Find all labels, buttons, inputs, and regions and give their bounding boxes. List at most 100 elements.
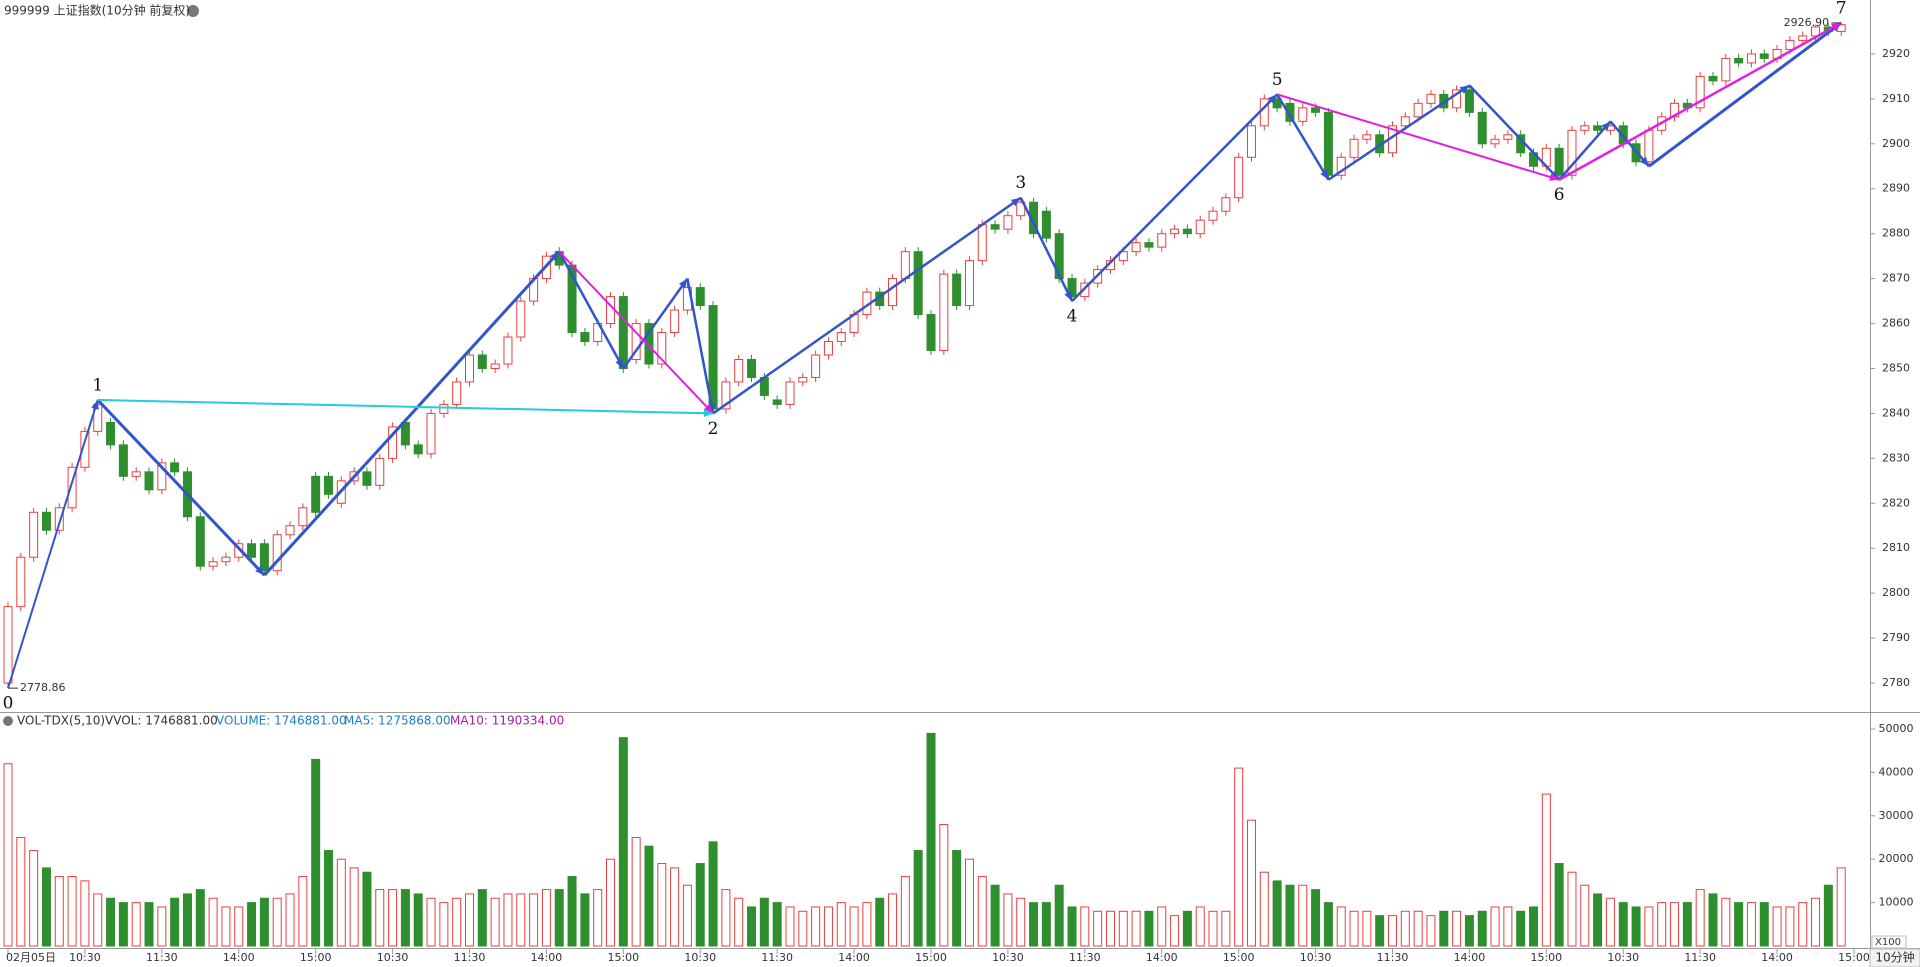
y-tick-label: 2910 bbox=[1882, 92, 1910, 105]
volume-bar bbox=[541, 889, 551, 947]
y-tick-label: 2880 bbox=[1882, 227, 1910, 240]
volume-bar bbox=[990, 884, 1000, 947]
arrow-head bbox=[1639, 156, 1649, 167]
period-box[interactable] bbox=[1869, 948, 1920, 967]
volume-bar bbox=[631, 837, 641, 947]
volume-bar bbox=[1336, 906, 1346, 947]
volume-bar bbox=[388, 889, 398, 947]
volume-bar bbox=[618, 737, 628, 947]
volume-bar bbox=[888, 893, 898, 947]
candle-body bbox=[977, 224, 987, 262]
y-tick-label: 2790 bbox=[1882, 631, 1910, 644]
candle-body bbox=[618, 296, 628, 369]
x-tick-label: 10:30 bbox=[684, 951, 716, 964]
x-tick-label: 11:30 bbox=[1377, 951, 1409, 964]
y-tick-label: 2920 bbox=[1882, 47, 1910, 60]
candle-body bbox=[1503, 134, 1513, 140]
arrow-head bbox=[1549, 173, 1560, 181]
volume-bar bbox=[54, 876, 64, 947]
candle-body bbox=[1144, 242, 1154, 248]
volume-bar bbox=[131, 902, 141, 947]
volume-bar bbox=[1003, 893, 1013, 947]
volume-bar bbox=[285, 893, 295, 947]
wave-label: 0 bbox=[3, 694, 14, 714]
volume-bar bbox=[1067, 906, 1077, 947]
volume-bar bbox=[1836, 867, 1846, 947]
volume-bar bbox=[426, 897, 436, 947]
volume-bar bbox=[29, 850, 39, 947]
candle-body bbox=[990, 224, 1000, 230]
volume-bar bbox=[1439, 910, 1449, 947]
candle-body bbox=[1234, 156, 1244, 199]
y-tick-label: 2840 bbox=[1882, 406, 1910, 419]
arrow-head bbox=[703, 404, 714, 414]
volume-bar bbox=[849, 906, 859, 947]
y-tick-label: 2810 bbox=[1882, 541, 1910, 554]
volume-bar bbox=[157, 906, 167, 947]
arrow-head bbox=[1831, 22, 1842, 31]
candle-body bbox=[1477, 111, 1487, 145]
volume-bar bbox=[1349, 910, 1359, 947]
volume-bar bbox=[721, 889, 731, 947]
candle-body bbox=[1246, 125, 1256, 158]
candle-body bbox=[952, 273, 962, 307]
volume-bar bbox=[823, 906, 833, 947]
volume-bar bbox=[439, 902, 449, 947]
candle-body bbox=[1554, 147, 1564, 176]
candle-body bbox=[1054, 233, 1064, 280]
volume-y-tick-label: 10000 bbox=[1879, 896, 1914, 909]
volume-bar bbox=[465, 893, 474, 947]
volume-bar bbox=[516, 893, 526, 947]
candle-body bbox=[439, 403, 449, 414]
volume-bar bbox=[900, 876, 910, 947]
candle-body bbox=[1311, 107, 1321, 113]
price-annotation: 2778.86 bbox=[20, 681, 66, 694]
volume-bar bbox=[1811, 897, 1821, 947]
volume-bar bbox=[1182, 910, 1192, 947]
candle-body bbox=[964, 260, 974, 307]
volume-bar bbox=[964, 858, 974, 947]
candle-body bbox=[1208, 210, 1218, 221]
volume-bar bbox=[1272, 880, 1282, 947]
candle-body bbox=[106, 421, 116, 446]
volume-bar bbox=[144, 902, 154, 947]
volume-bar bbox=[1670, 902, 1680, 947]
volume-bar bbox=[1285, 884, 1295, 947]
volume-bar bbox=[913, 850, 923, 947]
candle-body bbox=[3, 606, 13, 684]
candle-body bbox=[1041, 210, 1051, 239]
candle-body bbox=[1452, 89, 1462, 109]
volume-bar bbox=[1541, 793, 1551, 947]
volume-bar bbox=[208, 897, 218, 947]
ma5-label: MA5: 1275868.00 bbox=[344, 714, 451, 728]
menu-icon[interactable] bbox=[3, 716, 13, 726]
candle-body bbox=[1580, 125, 1590, 131]
volume-bar bbox=[1695, 889, 1705, 947]
volume-bar bbox=[106, 897, 116, 947]
candle-body bbox=[1759, 53, 1769, 59]
volume-bar bbox=[1605, 897, 1615, 947]
x-tick-label: 15:00 bbox=[1223, 951, 1255, 964]
candle-body bbox=[221, 556, 231, 563]
price-annotation: 2926.90 bbox=[1784, 16, 1830, 29]
volume-bar bbox=[1529, 906, 1539, 947]
chart-title: 999999 上证指数(10分钟 前复权) bbox=[4, 3, 190, 18]
candle-body bbox=[388, 426, 398, 459]
candle-body bbox=[131, 471, 141, 477]
menu-icon[interactable] bbox=[187, 5, 199, 17]
volume-bar bbox=[1323, 902, 1333, 947]
volume-bar bbox=[400, 889, 410, 947]
candle-body bbox=[1593, 125, 1603, 131]
candle-body bbox=[1285, 102, 1295, 122]
candle-body bbox=[913, 251, 923, 316]
volume-bar bbox=[1772, 906, 1782, 947]
candle-body bbox=[29, 511, 39, 558]
candle-body bbox=[1195, 219, 1205, 235]
volume-bar bbox=[1785, 906, 1795, 947]
period-label[interactable]: 10分钟 bbox=[1875, 950, 1914, 965]
candle-body bbox=[272, 534, 282, 572]
volume-bar bbox=[695, 863, 705, 947]
trend-line bbox=[1276, 93, 1330, 181]
candle-body bbox=[1798, 35, 1808, 41]
volume-bar bbox=[1567, 871, 1577, 947]
